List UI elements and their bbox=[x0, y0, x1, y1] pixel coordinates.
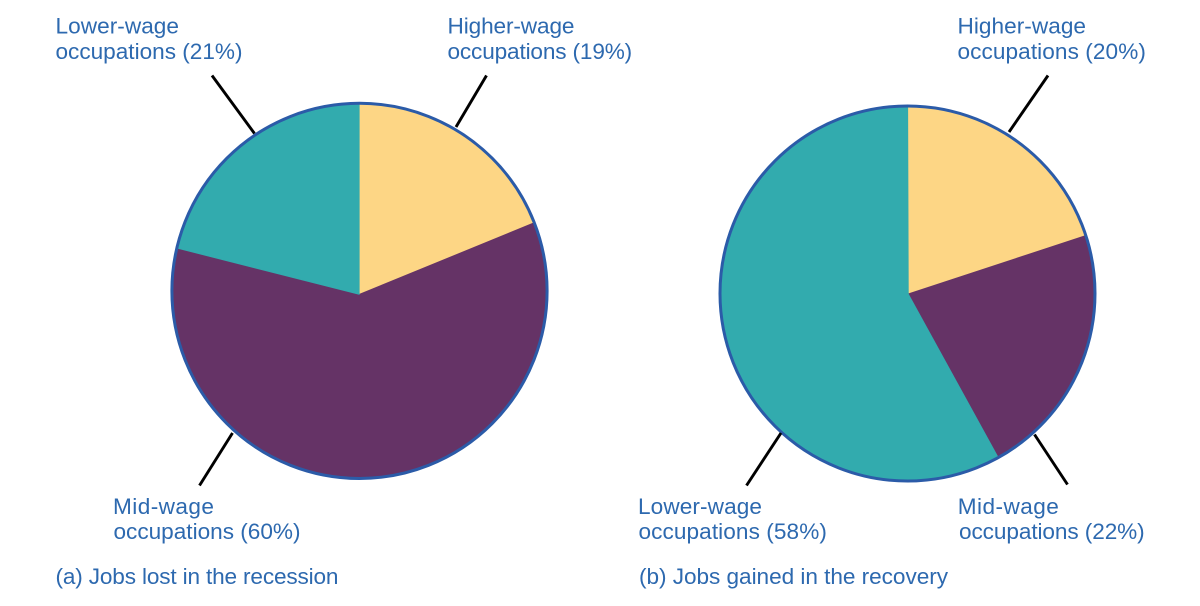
svg-text:occupations (58%): occupations (58%) bbox=[639, 519, 827, 544]
svg-text:Higher-wage: Higher-wage bbox=[958, 13, 1087, 38]
svg-text:Mid-wage: Mid-wage bbox=[113, 494, 214, 519]
svg-text:Higher-wage: Higher-wage bbox=[448, 13, 575, 38]
svg-text:occupations (21%): occupations (21%) bbox=[56, 39, 243, 64]
svg-text:occupations (20%): occupations (20%) bbox=[958, 39, 1146, 64]
svg-text:Mid-wage: Mid-wage bbox=[958, 494, 1059, 519]
svg-text:Lower-wage: Lower-wage bbox=[56, 13, 180, 38]
svg-text:(a) Jobs lost in the recession: (a) Jobs lost in the recession bbox=[56, 564, 339, 589]
svg-text:occupations (22%): occupations (22%) bbox=[959, 519, 1145, 544]
svg-text:Lower-wage: Lower-wage bbox=[638, 494, 762, 519]
svg-text:occupations (60%): occupations (60%) bbox=[114, 519, 301, 544]
svg-text:occupations (19%): occupations (19%) bbox=[448, 39, 633, 64]
svg-text:(b) Jobs gained in the recover: (b) Jobs gained in the recovery bbox=[639, 564, 949, 589]
